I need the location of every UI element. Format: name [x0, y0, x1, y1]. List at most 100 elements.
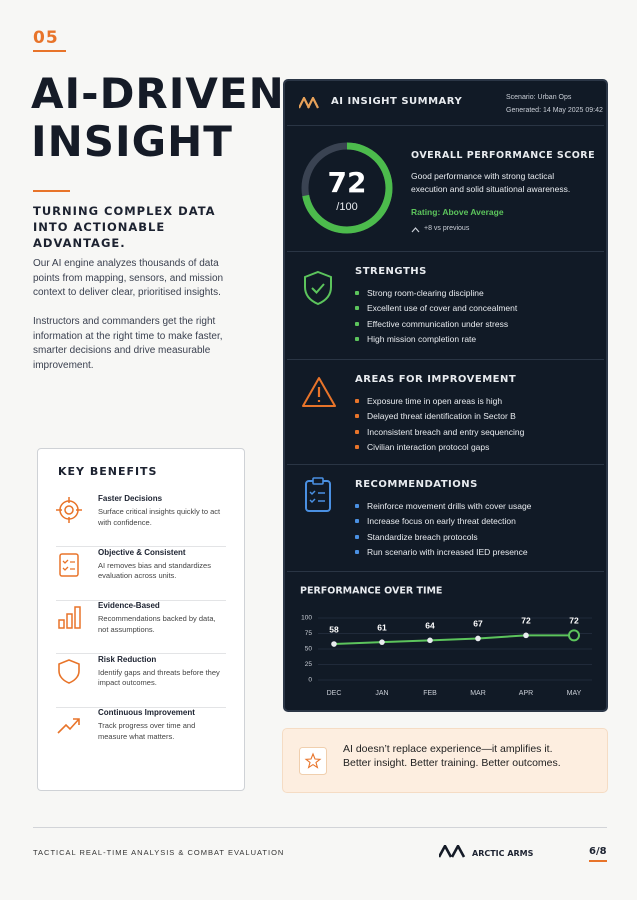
generated: Generated: 14 May 2025 09:42: [506, 107, 603, 114]
subtitle: TURNING COMPLEX DATA INTO ACTIONABLE ADV…: [33, 204, 216, 250]
score-value: 72: [328, 166, 367, 199]
list-item: Run scenario with increased IED presence: [355, 547, 531, 562]
list-item: Inconsistent breach and entry sequencing: [355, 427, 524, 442]
benefit-title: Faster Decisions: [98, 494, 163, 503]
improvements-section: AREAS FOR IMPROVEMENT Exposure time in o…: [287, 359, 604, 464]
x-tick-label: MAY: [567, 690, 582, 697]
star-icon: [299, 747, 327, 775]
list-item: Increase focus on early threat detection: [355, 516, 531, 531]
line: [333, 634, 574, 646]
list-item: Excellent use of cover and concealment: [355, 303, 517, 318]
y-tick-label: 75: [305, 630, 313, 637]
benefit-item: Risk Reduction Identify gaps and threats …: [56, 655, 226, 708]
benefit-text: Surface critical insights quickly to act…: [98, 507, 221, 527]
benefit-text: Identify gaps and threats before they im…: [98, 667, 220, 688]
quote-box: AI doesn’t replace experience—it amplifi…: [282, 728, 608, 793]
section-number: 05: [33, 28, 59, 48]
rating: Rating: Above Average: [411, 207, 504, 217]
section-heading: STRENGTHS: [355, 266, 427, 277]
x-tick-label: APR: [519, 690, 533, 697]
y-tick-label: 0: [308, 677, 312, 684]
score-heading: OVERALL PERFORMANCE SCORE: [411, 150, 596, 161]
list-item: Strong room-clearing discipline: [355, 288, 517, 303]
list-item: Effective communication under stress: [355, 319, 517, 334]
y-tick-label: 100: [301, 615, 312, 622]
value-label: 72: [521, 616, 531, 626]
point: [427, 637, 433, 644]
accent-rule: [33, 50, 66, 52]
benefit-item: Objective & Consistent AI removes bias an…: [56, 548, 226, 601]
point: [523, 632, 529, 639]
warning-icon: [302, 377, 336, 407]
value-label: 64: [425, 621, 435, 631]
chart-section: PERFORMANCE OVER TIME 0 25 50 75 100 58 DEC 61 J…: [287, 571, 604, 710]
trend-icon: [411, 227, 420, 233]
strengths-list: Strong room-clearing discipline Excellent…: [355, 288, 517, 349]
recommendations-list: Reinforce movement drills with cover usa…: [355, 501, 531, 562]
chart-title: PERFORMANCE OVER TIME: [300, 586, 442, 597]
footer-brand: ARCTIC ARMS: [472, 849, 534, 858]
title: AI-DRIVEN INSIGHT: [31, 70, 285, 166]
benefit-title: Objective & Consistent: [98, 547, 186, 557]
x-tick-label: FEB: [423, 690, 437, 697]
brand-logo: [439, 845, 466, 858]
section-heading: RECOMMENDATIONS: [355, 479, 478, 490]
benefit-icon: [56, 497, 82, 523]
chart: PERFORMANCE OVER TIME 0 25 50 75 100 58 DEC 61 J…: [300, 586, 592, 697]
y-tick-label: 50: [305, 646, 313, 653]
clipboard-icon: [305, 477, 331, 512]
score-change: +8 vs previous: [424, 225, 470, 232]
value-label: 58: [329, 624, 339, 634]
benefit-text: Recommendations backed by data, not assu…: [98, 614, 216, 634]
benefits-box: KEY BENEFITS Faster Decisions Surface cri…: [37, 448, 245, 791]
list-item: Reinforce movement drills with cover usa…: [355, 501, 531, 516]
x-tick-label: MAR: [470, 690, 486, 697]
benefit-item: Faster Decisions Surface critical insight…: [56, 494, 226, 547]
strengths-section: STRENGTHS Strong room-clearing disciplin…: [287, 251, 604, 359]
ring-arc: [301, 142, 393, 234]
score-section: 72/100 OVERALL PERFORMANCE SCORE Good pe…: [287, 125, 604, 251]
benefit-icon: [58, 658, 80, 684]
benefit-icon: [59, 552, 79, 577]
score-description: Good performance with strong tactical ex…: [411, 171, 571, 194]
footer-page: 6/8: [589, 846, 607, 857]
recommendations-section: RECOMMENDATIONS Reinforce movement drill…: [287, 464, 604, 571]
list-item: Exposure time in open areas is high: [355, 396, 524, 411]
accent-rule: [589, 860, 607, 862]
improvements-list: Exposure time in open areas is high Delay…: [355, 396, 524, 457]
list-item: High mission completion rate: [355, 334, 517, 349]
benefit-icon: [57, 718, 80, 734]
shield-icon: [304, 270, 332, 306]
footer-tagline: TACTICAL REAL-TIME ANALYSIS & COMBAT EVA…: [33, 848, 285, 857]
value-label: 72: [569, 616, 579, 626]
score-scale: /100: [336, 201, 357, 213]
benefit-item: Continuous Improvement Track progress ove…: [56, 708, 226, 761]
benefits-heading: KEY BENEFITS: [58, 465, 158, 478]
point: [568, 629, 580, 642]
list-item: Standardize breach protocols: [355, 532, 531, 547]
list-item: Civilian interaction protocol gaps: [355, 442, 524, 457]
title-line: AI-DRIVEN: [31, 69, 285, 118]
insight-panel: AI INSIGHT SUMMARY Scenario: Urban Ops G…: [283, 79, 608, 712]
benefit-text: Track progress over time and measure wha…: [98, 721, 196, 741]
list-item: Delayed threat identification in Sector …: [355, 411, 524, 426]
panel-title: AI INSIGHT SUMMARY: [331, 96, 463, 107]
point: [475, 635, 481, 642]
x-tick-label: DEC: [327, 690, 342, 697]
paragraph: Our AI engine analyzes thousands of data…: [33, 258, 224, 298]
title-line: INSIGHT: [31, 117, 233, 166]
logo-icon: [299, 97, 319, 109]
value-label: 61: [377, 622, 387, 632]
quote: AI doesn’t replace experience—it amplifi…: [343, 743, 561, 769]
benefit-item: Evidence-Based Recommendations backed by …: [56, 601, 226, 654]
point: [331, 641, 337, 647]
accent-rule: [33, 190, 70, 192]
paragraph: Instructors and commanders get the right…: [33, 316, 223, 371]
y-tick-label: 25: [305, 661, 313, 668]
benefit-title: Risk Reduction: [98, 654, 157, 664]
benefit-title: Evidence-Based: [98, 601, 160, 610]
scenario: Scenario: Urban Ops: [506, 94, 572, 101]
section-heading: AREAS FOR IMPROVEMENT: [355, 374, 517, 385]
